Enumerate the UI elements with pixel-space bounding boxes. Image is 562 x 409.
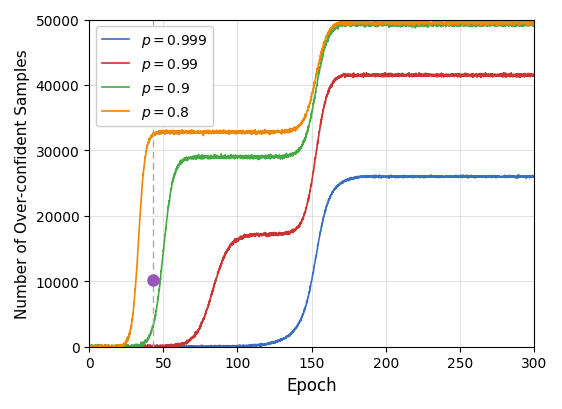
- $p = 0.99$: [256, 233, 263, 238]
- $p = 0.8$: [433, 18, 439, 23]
- $p = 0.99$: [531, 74, 537, 79]
- $p = 0.999$: [515, 173, 522, 178]
- $p = 0.9$: [137, 343, 143, 348]
- $p = 0.8$: [474, 20, 481, 25]
- $p = 0.99$: [137, 344, 143, 349]
- $p = 0.999$: [522, 174, 529, 179]
- Y-axis label: Number of Over-confident Samples: Number of Over-confident Samples: [15, 49, 30, 318]
- $p = 0.99$: [275, 230, 282, 235]
- $p = 0.8$: [256, 131, 263, 136]
- X-axis label: Epoch: Epoch: [286, 376, 337, 394]
- Line: $p = 0.8$: $p = 0.8$: [89, 20, 534, 347]
- $p = 0.99$: [382, 71, 389, 76]
- $p = 0.99$: [163, 344, 170, 348]
- $p = 0.8$: [137, 214, 143, 219]
- Legend: $p = 0.999$, $p = 0.99$, $p = 0.9$, $p = 0.8$: $p = 0.999$, $p = 0.99$, $p = 0.9$, $p =…: [96, 27, 213, 127]
- $p = 0.9$: [522, 22, 529, 27]
- Line: $p = 0.9$: $p = 0.9$: [89, 23, 534, 347]
- $p = 0.999$: [86, 344, 93, 349]
- $p = 0.999$: [531, 175, 537, 180]
- $p = 0.9$: [86, 344, 93, 349]
- $p = 0.9$: [474, 22, 481, 27]
- $p = 0.99$: [522, 73, 529, 78]
- $p = 0.8$: [86, 344, 93, 348]
- $p = 0.999$: [276, 339, 283, 344]
- $p = 0.8$: [86, 344, 93, 349]
- $p = 0.8$: [276, 130, 283, 135]
- $p = 0.999$: [474, 175, 481, 180]
- $p = 0.999$: [86, 344, 93, 349]
- $p = 0.9$: [275, 155, 282, 160]
- $p = 0.99$: [474, 73, 481, 78]
- $p = 0.8$: [522, 20, 529, 25]
- $p = 0.99$: [86, 344, 93, 349]
- $p = 0.8$: [163, 128, 170, 133]
- $p = 0.9$: [163, 222, 170, 227]
- $p = 0.999$: [256, 344, 263, 349]
- Line: $p = 0.999$: $p = 0.999$: [89, 175, 534, 347]
- $p = 0.9$: [531, 22, 537, 27]
- $p = 0.999$: [137, 344, 143, 349]
- $p = 0.9$: [256, 155, 263, 160]
- Line: $p = 0.99$: $p = 0.99$: [89, 74, 534, 347]
- $p = 0.8$: [531, 22, 537, 27]
- $p = 0.999$: [163, 344, 170, 349]
- $p = 0.9$: [419, 20, 426, 25]
